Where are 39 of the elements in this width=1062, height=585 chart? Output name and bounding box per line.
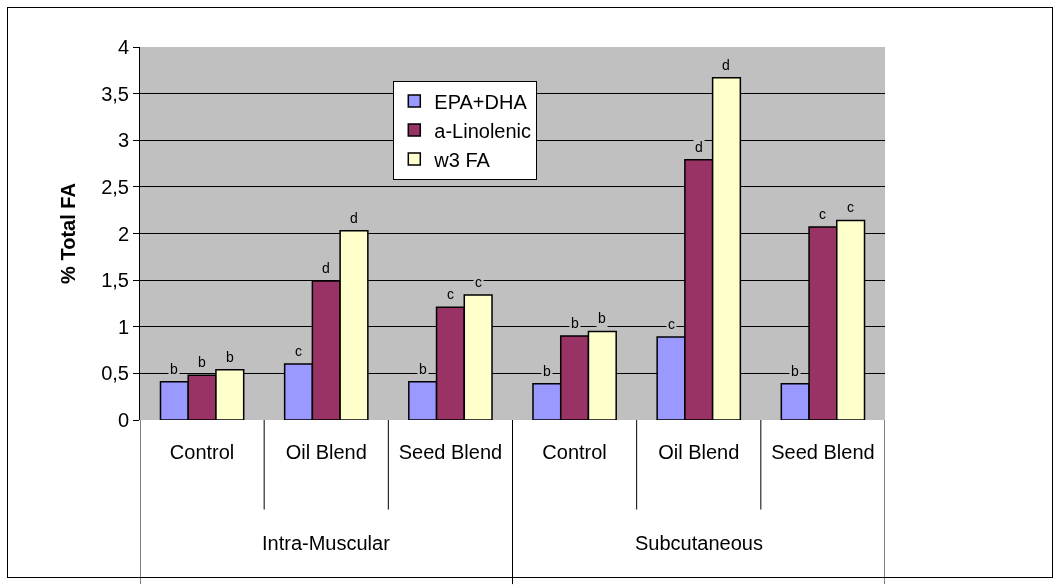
text: Subcutaneous [635,532,763,554]
data-label: b [226,349,234,365]
x-tick-label: Oil Blend [658,441,740,463]
data-label: c [447,286,454,302]
y-tick-label: 3 [117,129,129,152]
data-label: d [695,139,703,155]
data-label: c [475,274,482,290]
data-label: b [543,363,551,379]
data-label: b [170,361,178,377]
text: Intra-Muscular [262,532,391,554]
y-tick-label: 2 [117,222,129,245]
y-tick-label: 0 [117,409,129,431]
y-tick-label: 3,5 [101,82,129,105]
x-tick-label: Control [169,441,235,463]
data-label: b [419,361,427,377]
x-tick-label: Control [542,441,607,463]
x-tick-label: Seed Blend [771,441,875,463]
data-label: b [571,315,579,331]
y-tick-label: 2,5 [101,175,129,198]
y-tick-label: 1 [117,315,129,338]
data-label: d [322,260,330,276]
x-tick-label: Oil Blend [285,441,367,463]
y-tick-label: 0,5 [101,362,129,385]
data-label: b [198,354,206,370]
data-label: d [350,210,358,226]
legend-label: EPA+DHA [434,90,528,113]
data-label: c [295,343,302,359]
y-tick-label: 1,5 [101,269,129,292]
x-tick-label: Seed Blend [398,441,503,463]
data-label: c [819,206,826,222]
data-label: b [791,363,799,379]
data-label: c [668,316,675,332]
legend-label: w3 FA [433,148,491,171]
y-tick-label: 4 [117,36,129,58]
data-label: d [722,57,730,73]
data-label: c [847,199,854,215]
data-label: b [598,310,606,326]
y-axis-title: % Total FA [56,183,79,284]
legend-label: a-Linolenic [434,119,532,142]
